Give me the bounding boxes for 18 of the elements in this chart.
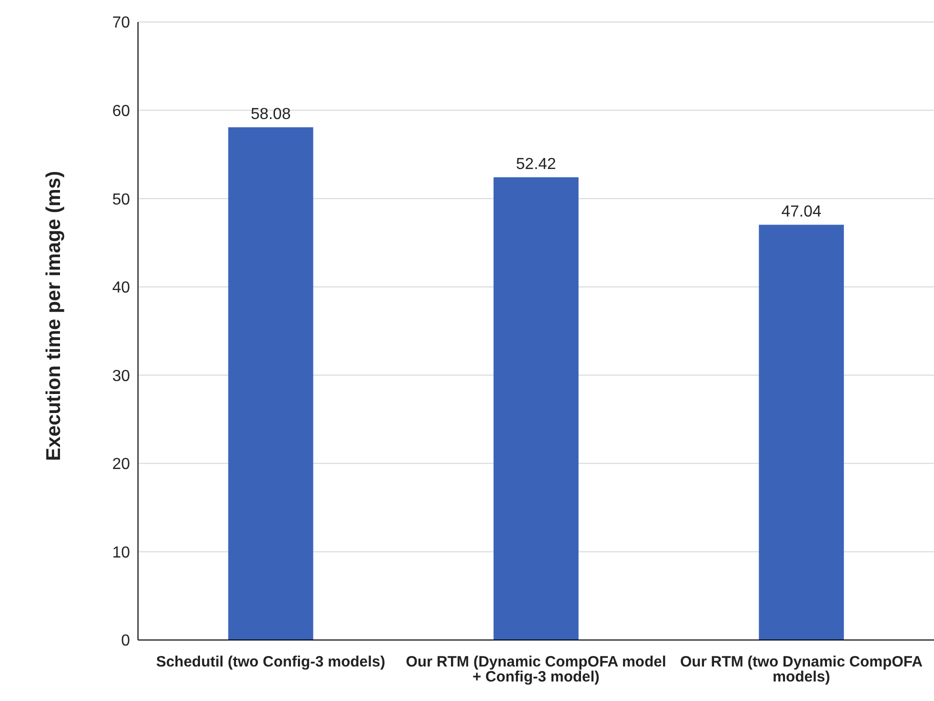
y-tick-label: 40 bbox=[112, 280, 130, 297]
y-axis-title: Execution time per image (ms) bbox=[43, 170, 66, 461]
data-label: 52.42 bbox=[516, 156, 556, 174]
bar bbox=[228, 127, 314, 640]
y-tick-label: 30 bbox=[112, 368, 130, 385]
x-tick-label: Our RTM (two Dynamic CompOFA models) bbox=[680, 654, 923, 686]
bar bbox=[758, 224, 844, 640]
y-tick-label: 10 bbox=[112, 544, 130, 562]
y-tick-label: 50 bbox=[112, 191, 130, 208]
y-tick-label: 70 bbox=[112, 14, 130, 32]
bar bbox=[494, 177, 579, 640]
y-tick-label: 0 bbox=[121, 632, 130, 650]
y-tick-label: 60 bbox=[112, 102, 130, 120]
data-label: 58.08 bbox=[250, 106, 291, 124]
x-tick-label: Schedutil (two Config-3 models) bbox=[156, 654, 386, 671]
x-tick-label: Our RTM (Dynamic CompOFA model + Config-3 model) bbox=[406, 654, 666, 686]
y-tick-label: 20 bbox=[112, 456, 130, 474]
data-label: 47.04 bbox=[781, 204, 822, 221]
